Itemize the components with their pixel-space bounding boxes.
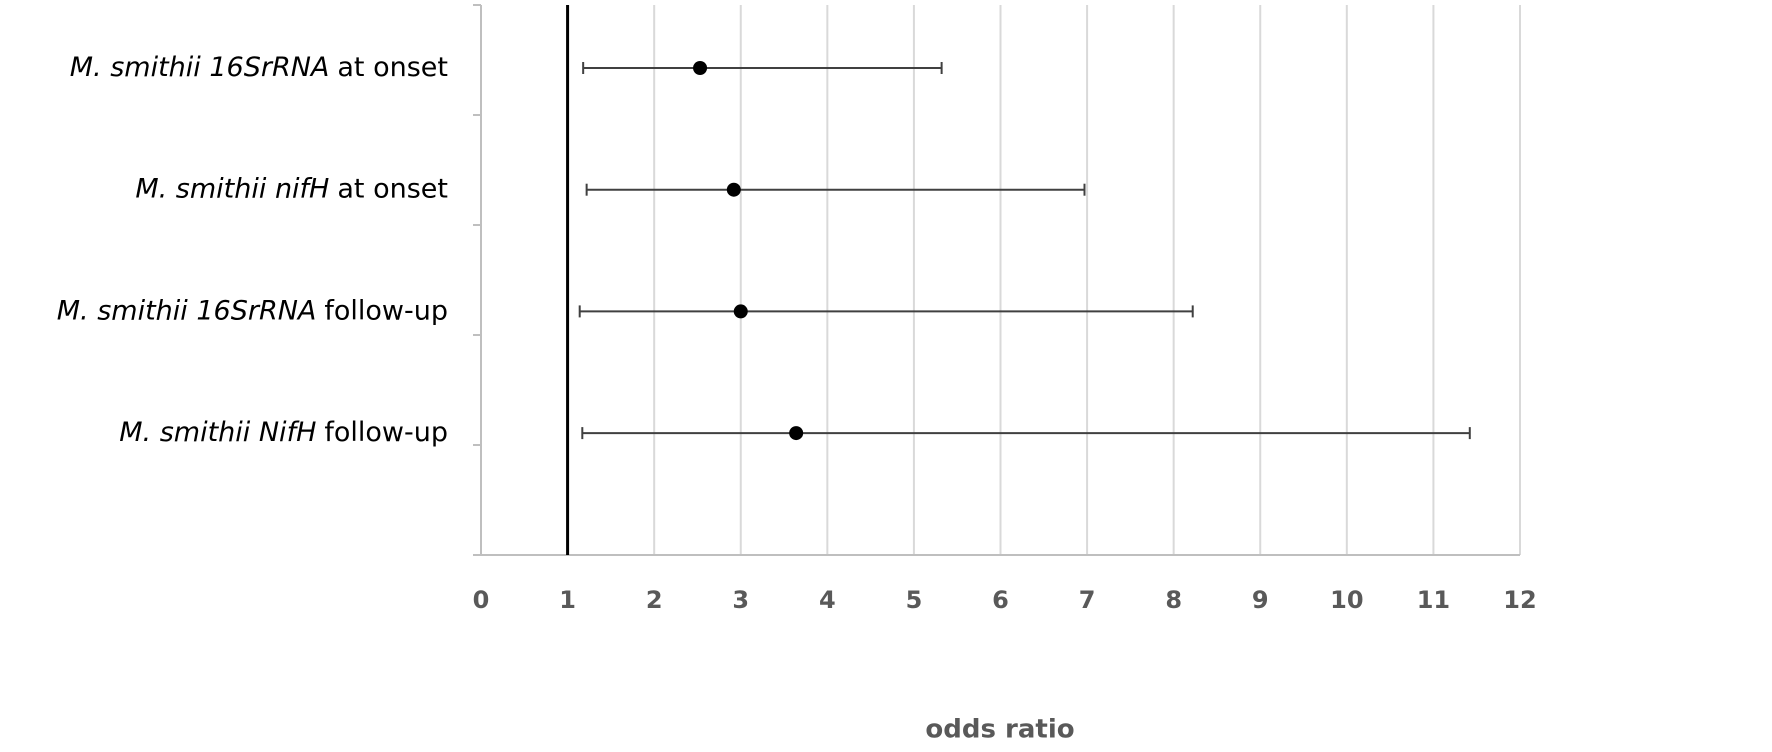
category-italic: M. smithii nifH [135,173,329,204]
x-tick-label: 4 [819,586,836,614]
x-tick-label: 7 [1079,586,1096,614]
x-tick-label: 6 [992,586,1009,614]
x-tick-label: 0 [473,586,490,614]
point [726,182,741,197]
x-tick-label: 10 [1330,586,1363,614]
x-tick-label: 2 [646,586,663,614]
point [789,426,804,441]
x-tick-label: 3 [732,586,749,614]
category-plain: follow-up [324,417,448,448]
category-italic: M. smithii 16SrRNA [70,52,330,83]
x-tick-label: 11 [1417,586,1450,614]
category-label: M. smithii NifH follow-up [119,417,448,448]
category-label: M. smithii nifH at onset [135,173,448,204]
point [733,304,748,319]
category-label: M. smithii 16SrRNA at onset [70,52,448,83]
x-tick-label: 1 [559,586,576,614]
category-italic: M. smithii NifH [119,417,316,448]
category-italic: M. smithii 16SrRNA [57,295,317,326]
x-tick-label: 9 [1252,586,1269,614]
category-plain: at onset [337,52,448,83]
category-plain: at onset [337,173,448,204]
x-axis-title: odds ratio [925,715,1074,745]
x-tick-label: 8 [1165,586,1182,614]
x-tick-label: 12 [1503,586,1536,614]
x-tick-label: 5 [906,586,923,614]
category-label: M. smithii 16SrRNA follow-up [57,295,448,326]
category-plain: follow-up [324,295,448,326]
point [693,61,708,75]
